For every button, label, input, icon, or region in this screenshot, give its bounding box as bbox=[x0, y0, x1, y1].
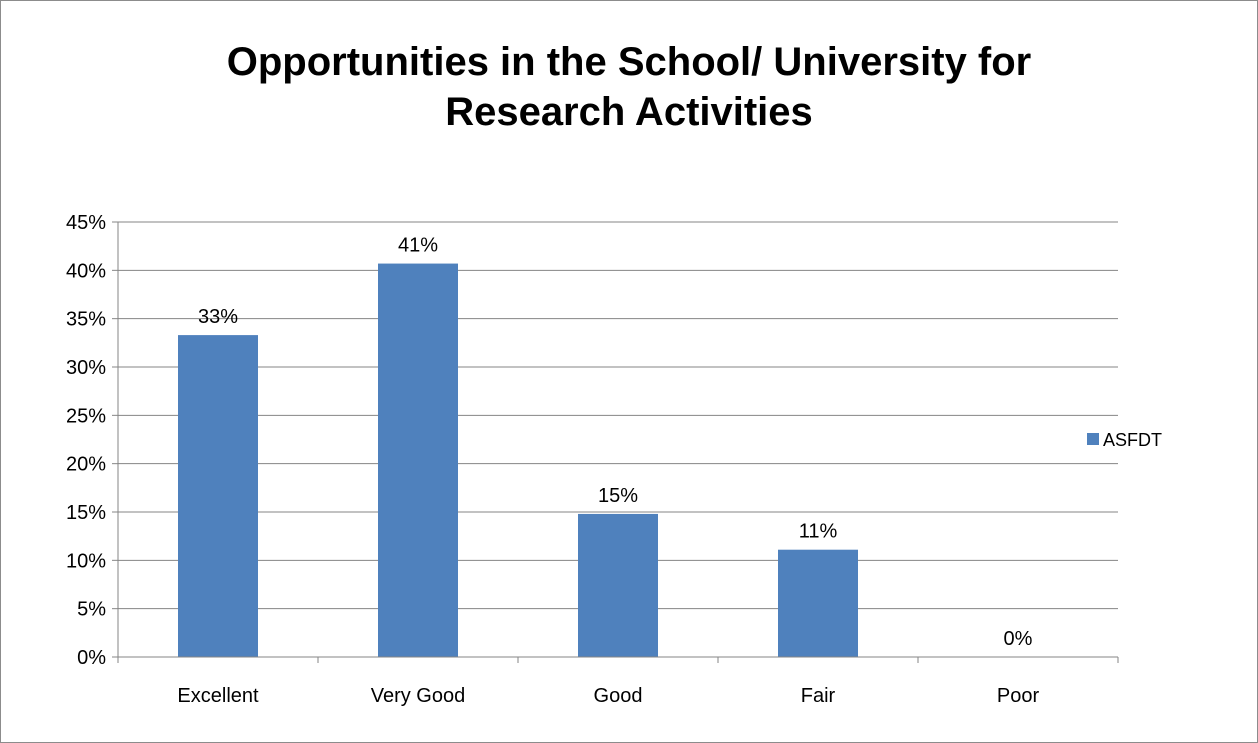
bar bbox=[778, 549, 858, 657]
y-tick-label: 5% bbox=[77, 599, 106, 621]
y-tick-label: 45% bbox=[66, 212, 106, 234]
y-tick-label: 10% bbox=[66, 550, 106, 572]
y-tick-label: 25% bbox=[66, 405, 106, 427]
y-tick-label: 35% bbox=[66, 309, 106, 331]
y-tick-label: 15% bbox=[66, 502, 106, 524]
chart-title: Opportunities in the School/ University … bbox=[226, 40, 1032, 134]
data-label: 15% bbox=[598, 485, 638, 507]
labels: 0% 5% 10% 15% 20% 25% 30% 35% 40% 45% 33% Excellent… bbox=[66, 212, 1039, 707]
legend-label: ASFDT bbox=[1103, 430, 1162, 450]
y-tick-label: 30% bbox=[66, 357, 106, 379]
category-label: Very Good bbox=[371, 685, 466, 707]
data-label: 41% bbox=[398, 235, 438, 257]
category-label: Poor bbox=[997, 685, 1040, 707]
bar bbox=[578, 513, 658, 657]
category-label: Fair bbox=[801, 685, 836, 707]
data-label: 0% bbox=[1004, 628, 1033, 650]
data-label: 33% bbox=[198, 306, 238, 328]
y-tick-label: 40% bbox=[66, 260, 106, 282]
legend: ASFDT bbox=[1087, 430, 1162, 450]
data-label: 11% bbox=[799, 521, 838, 543]
axes bbox=[112, 221, 1119, 663]
bars bbox=[178, 263, 858, 657]
category-label: Good bbox=[594, 685, 643, 707]
y-tick-label: 0% bbox=[77, 647, 106, 669]
bar bbox=[378, 263, 458, 657]
category-label: Excellent bbox=[177, 685, 259, 707]
y-tick-label: 20% bbox=[66, 454, 106, 476]
legend-swatch bbox=[1087, 433, 1099, 445]
bar bbox=[178, 335, 258, 657]
